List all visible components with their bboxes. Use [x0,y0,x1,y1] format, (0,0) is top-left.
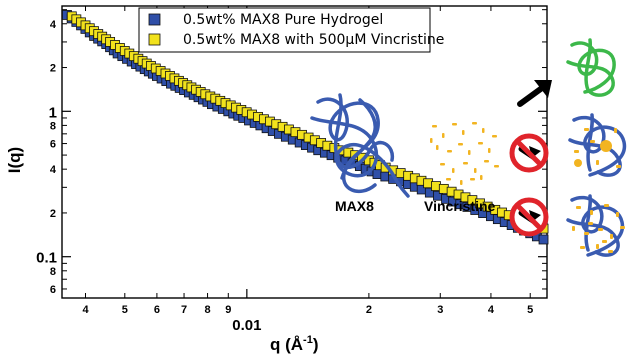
max8-label: MAX8 [335,198,374,214]
arrow-icon [517,80,552,107]
legend-marker-pure [148,13,161,26]
green-network-illustration [566,38,616,97]
y-axis-label: I(q) [5,147,24,173]
data-point [538,234,549,245]
network-with-drug-illustration [568,113,627,177]
y-minor-tick-label: 4 [50,19,57,31]
x-minor-tick-label: 9 [225,304,231,316]
y-tick-label: 0.1 [36,250,57,267]
x-minor-tick-label: 2 [366,304,372,316]
y-tick-label: 1 [49,104,57,121]
x-minor-tick-label: 7 [181,304,187,316]
legend-marker-vincristine [148,33,161,46]
no-entry-sign-icon [509,197,549,237]
x-minor-tick-label: 8 [204,304,210,316]
x-minor-tick-label: 3 [437,304,443,316]
y-minor-tick-label: 8 [50,120,56,132]
legend-label-vincristine: 0.5wt% MAX8 with 500µM Vincristine [183,32,444,48]
x-minor-tick-label: 4 [488,304,495,316]
y-minor-tick-label: 2 [50,208,56,220]
y-minor-tick-label: 2 [50,63,56,75]
vincristine-label: Vincristine [424,198,496,214]
x-tick-label: 0.01 [232,317,261,334]
legend: 0.5wt% MAX8 Pure Hydrogel 0.5wt% MAX8 wi… [138,7,444,53]
legend-box [138,7,431,53]
vincristine-particles-illustration [430,122,499,185]
data-series [62,10,549,245]
y-minor-tick-label: 6 [50,139,56,151]
y-minor-tick-label: 4 [50,164,57,176]
x-minor-tick-label: 5 [122,304,128,316]
no-entry-sign-icon [509,133,549,173]
x-minor-tick-label: 6 [154,304,160,316]
x-axis-label: q (Å-1) [270,334,319,354]
network-with-drug-illustration [566,194,625,257]
y-minor-tick-label: 8 [50,266,56,278]
x-minor-tick-label: 5 [527,304,533,316]
legend-label-pure: 0.5wt% MAX8 Pure Hydrogel [183,12,383,28]
y-minor-tick-label: 6 [50,284,56,296]
illustration: MAX8 Vincristine [310,38,627,257]
x-minor-tick-label: 4 [82,304,89,316]
max8-network-illustration [310,93,410,198]
